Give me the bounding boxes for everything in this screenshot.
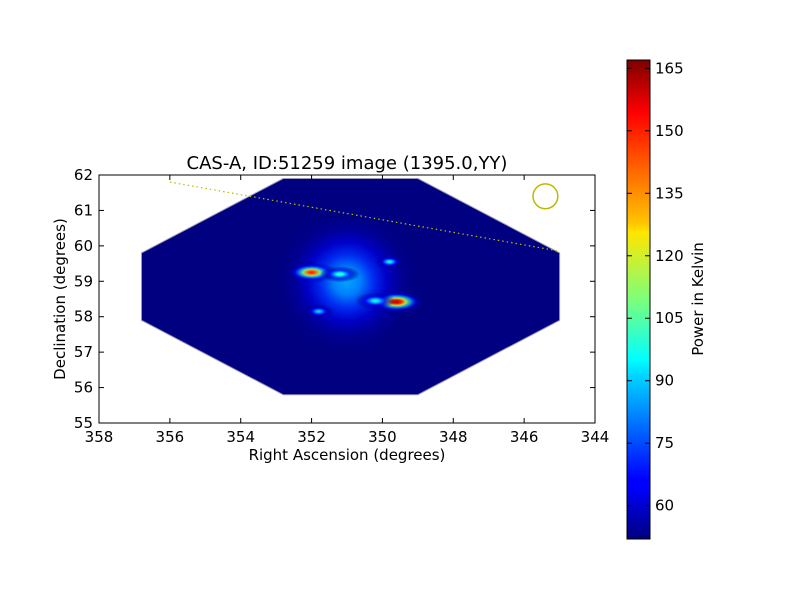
colorbar-tick-label: 75 <box>655 434 674 452</box>
plot-frame <box>98 174 596 424</box>
x-tick-label: 350 <box>368 428 397 446</box>
y-axis-label: Declination (degrees) <box>51 218 69 380</box>
heatmap-hotspot <box>375 254 404 269</box>
heatmap-image <box>141 178 561 396</box>
chart-title: CAS-A, ID:51259 image (1395.0,YY) <box>187 153 508 174</box>
colorbar-ticks: 60 75 90 105 120 135 150 165 <box>627 59 684 515</box>
x-tick-label: 346 <box>510 428 539 446</box>
colorbar: 60 75 90 105 120 135 150 165 Power in Kelvin <box>626 59 707 540</box>
x-tick-label: 348 <box>439 428 468 446</box>
overlay-layer <box>169 181 560 252</box>
colorbar-tick-label: 165 <box>655 59 684 77</box>
y-tick-label: 59 <box>74 272 93 290</box>
colorbar-label: Power in Kelvin <box>689 242 707 356</box>
heatmap-hotspot <box>304 304 333 319</box>
y-tick-label: 57 <box>74 343 93 361</box>
heatmap-hotspot <box>320 266 360 283</box>
colorbar-tick-label: 120 <box>655 247 684 265</box>
overlay-dotted-line <box>169 181 560 252</box>
y-axis-ticks: 55 56 57 58 59 60 61 62 <box>74 166 595 432</box>
y-tick-label: 56 <box>74 379 93 397</box>
x-tick-label: 344 <box>581 428 610 446</box>
y-tick-label: 58 <box>74 308 93 326</box>
y-tick-label: 55 <box>74 414 93 432</box>
heatmap-hotspot <box>355 292 396 310</box>
colorbar-tick-label: 105 <box>655 309 684 327</box>
x-tick-label: 352 <box>297 428 326 446</box>
y-tick-label: 62 <box>74 166 93 184</box>
y-tick-label: 60 <box>74 237 93 255</box>
x-axis-ticks: 358 356 354 352 350 348 346 344 <box>85 175 610 446</box>
x-axis-label: Right Ascension (degrees) <box>249 446 446 464</box>
y-tick-label: 61 <box>74 201 93 219</box>
overlay-beam-circle <box>532 183 559 210</box>
colorbar-tick-label: 90 <box>655 372 674 390</box>
x-tick-label: 356 <box>156 428 185 446</box>
colorbar-gradient <box>626 59 651 540</box>
plot-area: 358 356 354 352 350 348 346 344 55 56 57 58 59 60 61 6… <box>74 166 609 446</box>
colorbar-tick-label: 150 <box>655 122 684 140</box>
x-tick-label: 358 <box>85 428 114 446</box>
colorbar-tick-label: 135 <box>655 184 684 202</box>
hotspot-layer <box>267 201 427 361</box>
colorbar-tick-label: 60 <box>655 497 674 515</box>
x-tick-label: 354 <box>226 428 255 446</box>
